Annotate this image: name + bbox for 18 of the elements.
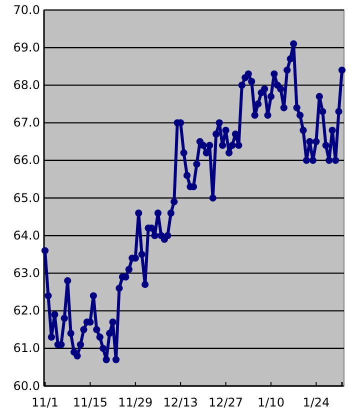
x-tick-label: 11/1 [32, 396, 58, 410]
x-tick-label: 11/29 [118, 396, 153, 410]
x-tick-label: 11/15 [72, 396, 108, 410]
y-tick-label: 61.0 [13, 341, 40, 356]
x-tick-label: 12/27 [208, 396, 244, 410]
x-tick-label: 1/10 [258, 396, 284, 410]
y-tick-label: 70.0 [13, 2, 40, 17]
y-tick-label: 62.0 [13, 304, 40, 318]
x-tick-label: 1/24 [302, 396, 330, 410]
y-tick-label: 67.0 [13, 116, 40, 130]
y-tick-label: 63.0 [13, 266, 40, 280]
y-tick-label: 66.0 [13, 153, 40, 168]
y-tick-label: 69.0 [13, 40, 40, 54]
x-tick-label: 12/13 [163, 396, 198, 410]
y-tick-label: 65.0 [13, 190, 40, 205]
y-tick-label: 68.0 [13, 78, 40, 92]
y-tick-label: 64.0 [13, 228, 40, 242]
y-tick-label: 60.0 [13, 378, 40, 393]
